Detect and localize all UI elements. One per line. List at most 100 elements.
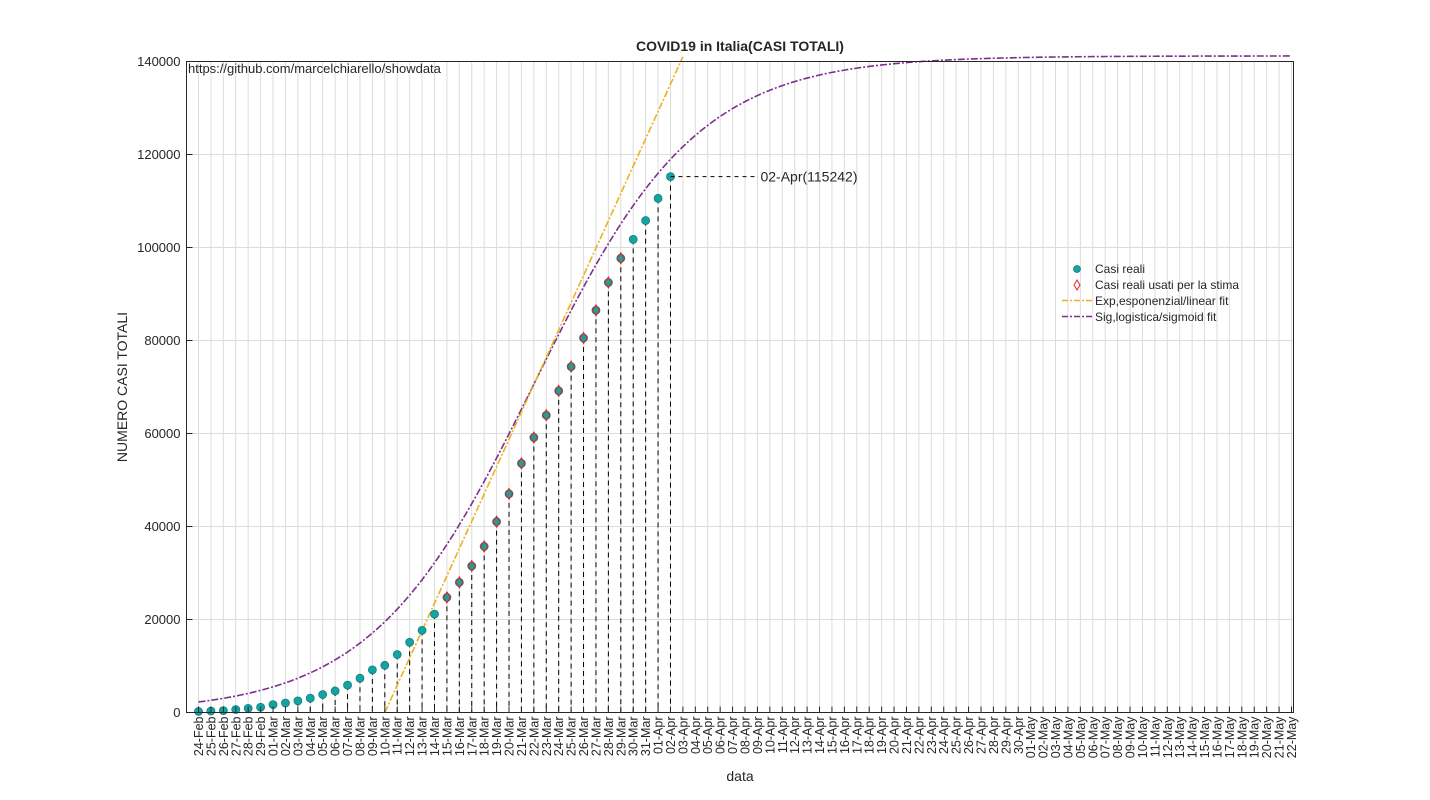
annotation: 02-Apr(115242) xyxy=(670,169,858,185)
x-tick-label: 15-May xyxy=(1198,716,1212,758)
x-tick-label: 08-May xyxy=(1111,716,1125,758)
legend-label-casi-stima: Casi reali usati per la stima xyxy=(1095,278,1239,292)
x-tick-label: 22-Apr xyxy=(912,717,926,755)
data-point-casi-stima xyxy=(529,431,538,444)
x-tick-label: 31-Mar xyxy=(639,717,653,757)
x-tick-label: 27-Feb xyxy=(229,716,243,756)
x-tick-label: 29-Feb xyxy=(254,716,268,756)
data-point-casi-stima xyxy=(504,487,514,501)
data-point-casi-reali xyxy=(479,542,489,551)
x-tick-label: 08-Apr xyxy=(739,717,753,755)
x-tick-label: 03-Apr xyxy=(676,717,690,755)
data-point-casi-stima xyxy=(579,331,588,345)
x-tick-label: 16-Apr xyxy=(838,717,852,755)
data-point-casi-reali xyxy=(380,660,390,670)
x-tick-label: 06-Mar xyxy=(329,717,343,757)
data-point-casi-reali xyxy=(281,698,290,708)
data-point-casi-reali xyxy=(417,625,427,635)
data-point-casi-reali xyxy=(541,410,551,420)
x-tick-label: 24-Feb xyxy=(192,716,206,756)
legend-marker-casi-reali xyxy=(1073,265,1081,273)
x-tick-label: 09-Mar xyxy=(366,717,380,757)
x-tick-label: 10-Mar xyxy=(378,717,392,757)
x-tick-label: 23-Apr xyxy=(925,717,939,755)
y-tick-label: 140000 xyxy=(137,54,180,69)
x-tick-label: 16-Mar xyxy=(453,717,467,757)
x-tick-label: 11-Apr xyxy=(776,717,790,754)
axes xyxy=(186,61,1294,713)
x-tick-label: 13-Mar xyxy=(416,717,430,757)
x-tick-label: 03-May xyxy=(1049,716,1063,758)
x-tick-label: 19-Mar xyxy=(490,717,504,757)
x-tick-label: 30-Mar xyxy=(627,717,641,757)
x-tick-label: 09-Apr xyxy=(751,717,765,755)
x-tick-label: 06-May xyxy=(1086,716,1100,758)
annotation-label: 02-Apr(115242) xyxy=(760,169,857,185)
data-point-casi-stima xyxy=(554,384,563,398)
x-tick-label: 25-Feb xyxy=(204,716,218,756)
x-tick-label: 07-Mar xyxy=(341,717,355,757)
x-tick-label: 17-Apr xyxy=(850,717,864,755)
x-tick-label: 12-Mar xyxy=(403,717,417,757)
data-point-casi-stima xyxy=(591,303,601,317)
x-tick-label: 18-Apr xyxy=(863,717,877,755)
x-tick-label: 27-Apr xyxy=(974,717,988,755)
data-point-casi-reali xyxy=(554,386,564,396)
chart-title: COVID19 in Italia(CASI TOTALI) xyxy=(636,38,844,54)
data-point-casi-stima xyxy=(467,559,476,573)
x-tick-label: 30-Apr xyxy=(1012,717,1026,755)
x-tick-label: 10-May xyxy=(1136,716,1150,758)
x-tick-label: 05-Apr xyxy=(701,717,715,755)
data-point-casi-reali xyxy=(293,696,303,706)
x-tick-label: 03-Mar xyxy=(291,717,305,757)
x-tick-label: 15-Apr xyxy=(825,717,839,755)
data-point-casi-reali xyxy=(579,333,588,343)
x-tick-label: 01-Mar xyxy=(267,717,281,757)
x-tick-label: 12-May xyxy=(1161,716,1175,758)
data-point-casi-reali xyxy=(318,690,328,699)
exp-fit-line xyxy=(384,56,684,713)
x-tick-label: 24-Apr xyxy=(937,717,951,755)
x-tick-label: 24-Mar xyxy=(552,717,566,757)
plot-frame xyxy=(186,61,1294,713)
drop-lines xyxy=(210,176,671,713)
data-point-casi-stima xyxy=(616,251,625,265)
data-point-casi-stima xyxy=(455,575,464,589)
x-tick-label: 09-May xyxy=(1124,716,1138,758)
x-tick-label: 12-Apr xyxy=(788,717,802,755)
fit-lines xyxy=(198,55,1292,713)
x-tick-label: 27-Mar xyxy=(589,717,603,757)
data-point-casi-reali xyxy=(355,673,365,683)
data-point-casi-reali xyxy=(566,362,576,372)
y-tick-label: 20000 xyxy=(144,612,180,627)
x-tick-label: 02-Mar xyxy=(279,717,293,757)
x-tick-label: 25-Mar xyxy=(565,717,579,757)
x-tick-label: 29-Mar xyxy=(614,717,628,757)
data-point-casi-reali xyxy=(467,561,477,571)
data-point-casi-stima xyxy=(442,590,452,604)
x-tick-label: 28-Apr xyxy=(987,717,1001,755)
data-point-casi-stima xyxy=(604,276,613,289)
x-tick-label: 19-May xyxy=(1248,716,1262,758)
data-point-casi-stima xyxy=(517,456,526,470)
data-point-casi-reali xyxy=(492,517,501,527)
x-tick-label: 18-May xyxy=(1235,716,1249,758)
data-point-casi-stima xyxy=(480,540,489,553)
grid xyxy=(186,61,1294,713)
data-point-casi-reali xyxy=(504,489,514,499)
data-point-casi-reali xyxy=(616,253,626,263)
y-axis-label: NUMERO CASI TOTALI xyxy=(114,312,130,462)
x-tick-label: 07-May xyxy=(1099,716,1113,758)
x-tick-label: 17-May xyxy=(1223,716,1237,758)
data-point-casi-reali xyxy=(529,433,539,442)
data-point-casi-reali xyxy=(641,216,651,225)
data-point-casi-stima xyxy=(492,515,501,529)
x-tick-label: 26-Feb xyxy=(217,716,231,756)
y-tick-label: 40000 xyxy=(144,519,180,534)
x-tick-label: 25-Apr xyxy=(950,717,964,755)
y-tick-label: 0 xyxy=(173,705,180,720)
x-tick-label: 02-May xyxy=(1037,716,1051,758)
y-tick-label: 80000 xyxy=(144,333,180,348)
x-tick-label: 21-May xyxy=(1273,716,1287,758)
